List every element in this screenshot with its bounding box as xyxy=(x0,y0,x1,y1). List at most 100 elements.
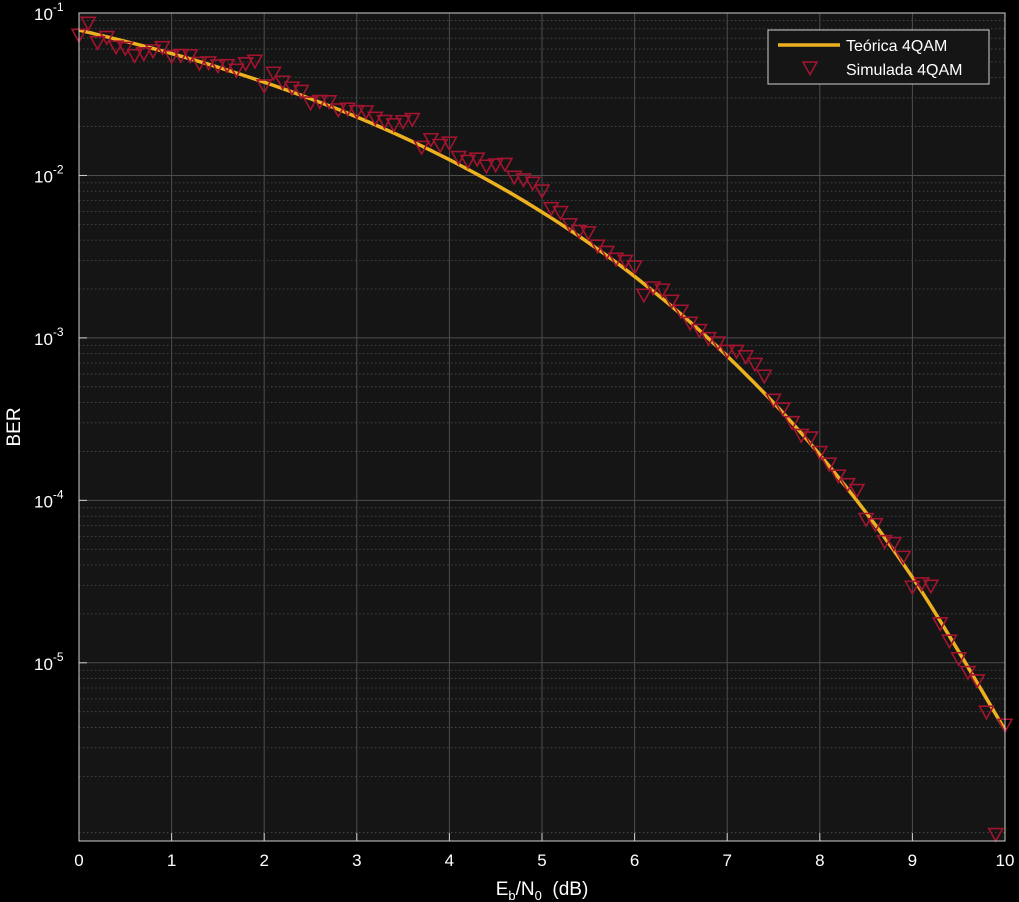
sim-data-point xyxy=(116,41,134,57)
x-label-sub-0: 0 xyxy=(535,888,542,902)
sim-data-point xyxy=(820,457,838,473)
sim-data-point xyxy=(848,483,866,499)
sim-data-point xyxy=(394,115,412,131)
x-tick-label: 3 xyxy=(352,851,361,870)
sim-data-point xyxy=(931,616,949,633)
sim-data-point xyxy=(635,288,653,304)
sim-data-point xyxy=(191,56,208,72)
legend: Teórica 4QAM Simulada 4QAM xyxy=(767,29,990,85)
x-label-n: /N xyxy=(516,879,535,900)
sim-data-point xyxy=(663,294,680,310)
sim-data-point xyxy=(950,651,968,667)
y-tick-label: 10-4 xyxy=(34,487,64,511)
sim-data-point xyxy=(320,95,338,111)
sim-data-point xyxy=(904,580,921,596)
sim-data-point xyxy=(385,118,403,134)
x-tick-label: 0 xyxy=(74,851,83,870)
sim-data-point xyxy=(459,154,477,170)
sim-data-point xyxy=(107,40,125,56)
sim-data-point xyxy=(867,517,884,533)
sim-data-point xyxy=(774,402,792,418)
sim-data-point xyxy=(265,66,282,82)
sim-data-point xyxy=(153,40,171,56)
sim-data-point xyxy=(579,226,597,242)
y-tick-base: 10 xyxy=(34,655,53,674)
sim-data-point xyxy=(255,79,273,95)
sim-data-point xyxy=(348,104,366,120)
sim-data-point xyxy=(496,157,514,173)
y-tick-exponent: -2 xyxy=(53,162,64,176)
sim-data-point xyxy=(404,112,421,128)
x-tick-label: 1 xyxy=(167,851,176,870)
sim-data-point xyxy=(79,16,97,32)
sim-data-point xyxy=(570,224,588,240)
sim-data-point xyxy=(413,140,430,156)
sim-data-point xyxy=(126,48,143,64)
sim-data-point xyxy=(987,827,1005,843)
sim-data-point xyxy=(441,136,458,152)
legend-box xyxy=(767,29,990,85)
sim-data-point xyxy=(607,252,625,268)
sim-data-point xyxy=(292,84,310,100)
y-tick-base: 10 xyxy=(34,167,53,186)
sim-data-point xyxy=(329,103,347,119)
sim-data-point xyxy=(978,705,995,721)
x-tick-label: 9 xyxy=(908,851,917,870)
sim-data-point xyxy=(144,44,162,60)
sim-data-point xyxy=(885,536,903,552)
x-tick-label: 10 xyxy=(996,851,1015,870)
sim-data-point xyxy=(802,431,819,447)
sim-data-point xyxy=(876,534,893,550)
y-tick-label: 10-2 xyxy=(34,162,64,186)
sim-data-point xyxy=(681,316,699,332)
legend-label-sim: Simulada 4QAM xyxy=(846,62,963,79)
sim-data-point xyxy=(311,94,329,110)
sim-data-point xyxy=(811,445,829,461)
sim-data-point xyxy=(431,138,449,154)
y-tick-exponent: -5 xyxy=(53,650,64,664)
sim-data-point xyxy=(691,323,708,339)
sim-data-point xyxy=(672,304,690,320)
x-tick-labels: 0 1 2 3 4 5 6 7 8 9 10 xyxy=(74,833,1014,870)
y-tick-label: 10-5 xyxy=(34,650,64,674)
legend-marker-swatch xyxy=(801,61,819,77)
sim-data-point xyxy=(228,63,245,79)
x-label-e: E xyxy=(496,879,509,900)
y-axis-label: BER xyxy=(4,407,25,446)
y-tick-label: 10-1 xyxy=(34,0,64,24)
sim-data-point xyxy=(172,48,190,64)
x-tick-label: 2 xyxy=(259,851,268,870)
sim-data-point xyxy=(163,49,180,65)
sim-data-point xyxy=(89,35,106,51)
sim-data-point xyxy=(913,577,931,593)
y-tick-labels: 10-110-210-310-410-5 xyxy=(34,0,87,674)
sim-data-point xyxy=(941,634,958,650)
x-label-unit: (dB) xyxy=(542,879,588,900)
sim-data-point xyxy=(709,336,727,352)
sim-data-point xyxy=(654,283,671,299)
x-tick-label: 5 xyxy=(537,851,546,870)
sim-data-point xyxy=(968,674,986,690)
sim-data-point xyxy=(181,49,199,65)
y-tick-label: 10-3 xyxy=(34,325,64,349)
sim-data-point xyxy=(718,344,736,360)
y-tick-exponent: -3 xyxy=(53,325,64,339)
sim-data-point xyxy=(533,184,551,200)
sim-data-point xyxy=(552,205,569,221)
sim-data-point xyxy=(644,281,662,297)
sim-data-point xyxy=(626,260,643,276)
x-axis-label: Eb/N0 (dB) xyxy=(496,879,589,902)
sim-data-point xyxy=(135,47,153,63)
sim-data-point xyxy=(209,59,227,75)
sim-data-point xyxy=(922,579,940,595)
x-tick-label: 4 xyxy=(445,851,454,870)
sim-data-point xyxy=(746,357,764,373)
sim-data-point xyxy=(737,350,755,366)
x-label-sub-b: b xyxy=(508,888,515,902)
y-tick-exponent: -4 xyxy=(53,487,64,501)
sim-data-point xyxy=(783,415,801,431)
x-tick-label: 8 xyxy=(815,851,824,870)
sim-data-point xyxy=(829,469,847,485)
legend-label-theory: Teórica 4QAM xyxy=(846,38,947,55)
